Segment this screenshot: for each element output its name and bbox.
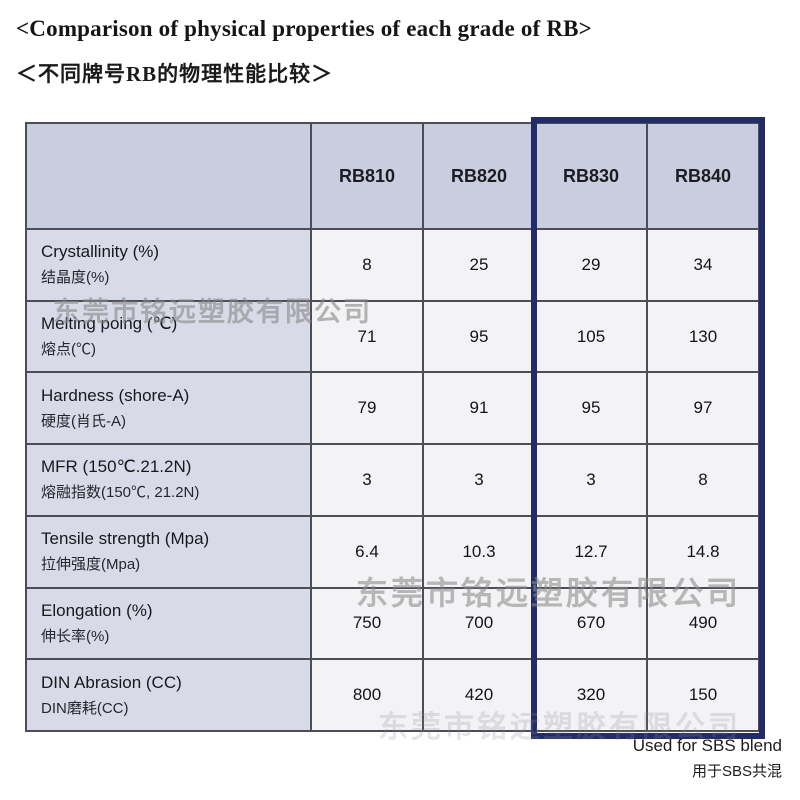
table-row: Hardness (shore-A) 硬度(肖氏-A) 79 91 95 97 [25,371,760,446]
value-cell: 490 [646,586,760,661]
table-row: Tensile strength (Mpa) 拉伸强度(Mpa) 6.4 10.3 12… [25,514,760,589]
column-header-rb830: RB830 [534,122,648,230]
value-cell: 95 [422,299,536,374]
value-cell: 71 [310,299,424,374]
value-cell: 79 [310,371,424,446]
corner-cell [25,122,312,230]
page-title-english: <Comparison of physical properties of ea… [16,16,592,41]
property-label-cell: MFR (150℃.21.2N) 熔融指数(150℃, 21.2N) [25,443,312,517]
footnote: Used for SBS blend 用于SBS共混 [633,736,782,781]
footnote-chinese: 用于SBS共混 [691,763,782,780]
value-cell: 420 [422,658,536,732]
property-label-chinese: 熔点(℃) [41,341,96,359]
property-label-chinese: 拉伸强度(Mpa) [41,556,141,574]
value-cell: 800 [310,658,424,732]
table-row: Elongation (%) 伸长率(%) 750 700 670 490 [25,586,760,661]
property-label-chinese: DIN磨耗(CC) [41,699,129,717]
property-label-cell: Melting poing (℃) 熔点(℃) [25,299,312,374]
table-row: DIN Abrasion (CC) DIN磨耗(CC) 800 420 320 150 [25,658,760,732]
property-label-chinese: 熔融指数(150℃, 21.2N) [41,484,200,502]
table-row: MFR (150℃.21.2N) 熔融指数(150℃, 21.2N) 3 3 3 8 [25,443,760,517]
value-cell: 91 [422,371,536,446]
table-header-row: RB810 RB820 RB830 RB840 [25,122,760,230]
value-cell: 150 [646,658,760,732]
page-title-chinese: ＜不同牌号RB的物理性能比较＞ [16,62,334,86]
footnote-english: Used for SBS blend [632,736,782,755]
column-header-rb810: RB810 [310,122,424,230]
value-cell: 8 [310,228,424,302]
value-cell: 3 [310,443,424,517]
property-label-chinese: 硬度(肖氏-A) [41,412,126,430]
column-header-rb820: RB820 [422,122,536,230]
value-cell: 3 [422,443,536,517]
table-row: Crystallinity (%) 结晶度(%) 8 25 29 34 [25,228,760,302]
value-cell: 670 [534,586,648,661]
value-cell: 10.3 [422,514,536,589]
value-cell: 8 [646,443,760,517]
property-label-cell: Elongation (%) 伸长率(%) [25,586,312,661]
value-cell: 95 [534,371,648,446]
property-label-cell: Hardness (shore-A) 硬度(肖氏-A) [25,371,312,446]
property-label-cell: DIN Abrasion (CC) DIN磨耗(CC) [25,658,312,732]
properties-table: RB810 RB820 RB830 RB840 Crystallinity (%) 结晶… [25,117,765,744]
property-label-english: Melting poing (℃) [41,314,178,334]
value-cell: 6.4 [310,514,424,589]
property-label-cell: Tensile strength (Mpa) 拉伸强度(Mpa) [25,514,312,589]
property-label-english: DIN Abrasion (CC) [41,672,182,692]
value-cell: 700 [422,586,536,661]
value-cell: 750 [310,586,424,661]
property-label-english: Tensile strength (Mpa) [41,529,210,549]
property-label-english: Crystallinity (%) [41,242,160,262]
comparison-table: RB810 RB820 RB830 RB840 Crystallinity (%) 结晶… [25,122,760,732]
value-cell: 320 [534,658,648,732]
property-label-chinese: 结晶度(%) [41,269,110,287]
value-cell: 14.8 [646,514,760,589]
property-label-chinese: 伸长率(%) [41,627,110,645]
column-header-rb840: RB840 [646,122,760,230]
value-cell: 29 [534,228,648,302]
value-cell: 25 [422,228,536,302]
property-label-english: MFR (150℃.21.2N) [41,457,192,477]
table-body: Crystallinity (%) 结晶度(%) 8 25 29 34 Melting po… [25,228,760,732]
value-cell: 105 [534,299,648,374]
value-cell: 97 [646,371,760,446]
table-row: Melting poing (℃) 熔点(℃) 71 95 105 130 [25,299,760,374]
value-cell: 12.7 [534,514,648,589]
property-label-english: Hardness (shore-A) [41,385,190,405]
property-label-english: Elongation (%) [41,600,153,620]
property-label-cell: Crystallinity (%) 结晶度(%) [25,228,312,302]
value-cell: 130 [646,299,760,374]
value-cell: 3 [534,443,648,517]
value-cell: 34 [646,228,760,302]
